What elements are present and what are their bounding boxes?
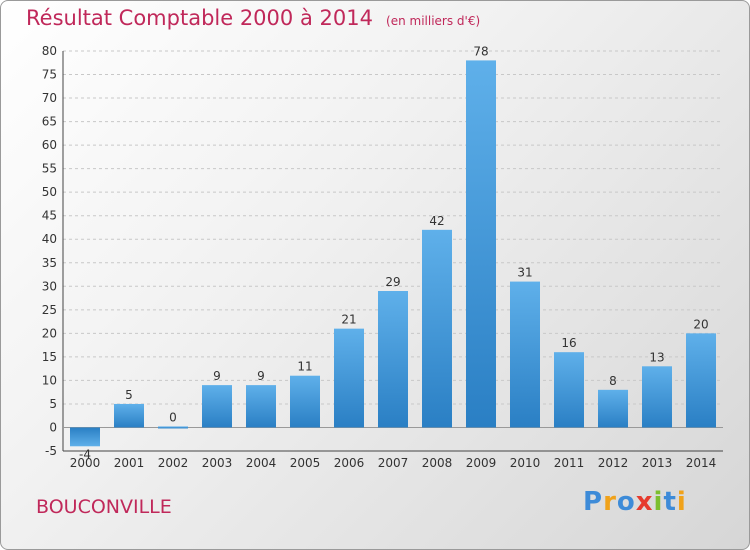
value-label: 5 [125,388,133,402]
chart-title-main: Résultat Comptable 2000 à 2014 [26,6,373,30]
bar [334,328,364,428]
x-tick-label: 2013 [642,456,673,470]
bar [158,426,188,429]
y-tick-label: 55 [42,162,57,176]
logo-letter: r [603,487,617,517]
bar [554,352,584,428]
bar [686,333,716,428]
y-tick-label: 70 [42,91,57,105]
logo-letter: i [653,487,664,517]
logo-letter: i [676,487,687,517]
y-tick-label: 65 [42,115,57,129]
proxiti-logo: Proxiti [583,487,687,517]
bar [246,385,276,428]
bar [70,427,100,447]
bar [598,389,628,428]
x-tick-label: 2007 [378,456,409,470]
commune-name: BOUCONVILLE [36,496,172,518]
x-tick-label: 2001 [114,456,145,470]
y-tick-label: 10 [42,373,57,387]
logo-letter: x [635,487,654,517]
x-tick-label: 2004 [246,456,277,470]
value-label: 42 [429,214,444,228]
y-tick-label: 30 [42,279,57,293]
y-tick-label: 45 [42,209,57,223]
y-tick-label: 60 [42,138,57,152]
bar [114,403,144,428]
y-tick-label: 5 [49,397,57,411]
value-label: 78 [473,44,488,58]
value-label: 21 [341,313,356,327]
x-tick-label: 2008 [422,456,453,470]
logo-letter: o [616,487,636,517]
value-label: 9 [213,369,221,383]
value-label: 9 [257,369,265,383]
y-tick-label: 15 [42,350,57,364]
chart-subtitle: (en milliers d'€) [386,14,481,28]
x-tick-label: 2009 [466,456,497,470]
value-label: 0 [169,410,177,424]
y-tick-label: 0 [49,420,57,434]
value-labels: -4 5 0 9 9 11 21 29 42 78 31 16 8 13 20 [79,44,709,461]
x-tick-label: 2000 [70,456,101,470]
x-tick-label: 2014 [686,456,717,470]
y-tick-label: 40 [42,232,57,246]
x-tick-label: 2011 [554,456,585,470]
value-label: 13 [649,350,664,364]
value-label: 16 [561,336,576,350]
x-tick-label: 2012 [598,456,629,470]
bar [642,366,672,428]
value-label: 29 [385,275,400,289]
y-tick-label: 35 [42,256,57,270]
value-label: 8 [609,374,617,388]
value-label: 31 [517,266,532,280]
bar [466,60,496,428]
logo-letter: t [663,487,677,517]
y-tick-label: 25 [42,303,57,317]
logo-letter: P [583,487,604,517]
y-tick-label: 80 [42,44,57,58]
bar [422,229,452,428]
y-tick-label: 75 [42,68,57,82]
bar [378,291,408,428]
x-tick-label: 2003 [202,456,233,470]
value-label: 20 [693,317,708,331]
x-tick-label: 2006 [334,456,365,470]
value-label: -4 [79,447,91,461]
chart-title: Résultat Comptable 2000 à 2014 (en milli… [26,6,480,30]
y-tick-label: 50 [42,185,57,199]
bar [290,375,320,428]
x-tick-label: 2005 [290,456,321,470]
y-tick-label: 20 [42,326,57,340]
x-tick-label: 2010 [510,456,541,470]
bar [510,281,540,428]
value-label: 11 [297,360,312,374]
bars [70,60,716,447]
x-tick-label: 2002 [158,456,189,470]
y-tick-label: -5 [45,444,57,458]
bar [202,385,232,428]
